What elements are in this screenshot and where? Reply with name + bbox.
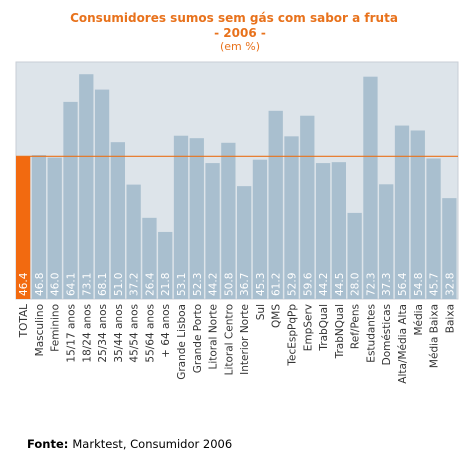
- bar-25: [410, 130, 425, 299]
- bar-22: [363, 76, 378, 300]
- category-label-7: 45/54 anos: [129, 304, 141, 363]
- category-label-14: Interior Norte: [239, 304, 251, 375]
- bar-3: [63, 101, 78, 299]
- bar-17: [284, 136, 299, 299]
- value-label-22: 72.3: [365, 273, 377, 296]
- value-label-27: 32.8: [444, 273, 456, 296]
- category-label-23: Domésticas: [381, 304, 393, 365]
- category-label-18: EmpServ: [302, 304, 314, 351]
- category-label-5: 25/34 anos: [97, 304, 109, 363]
- value-label-18: 59.6: [302, 272, 314, 296]
- bar-16: [268, 110, 283, 299]
- category-label-12: Litoral Norte: [208, 304, 220, 370]
- category-label-6: 35/44 anos: [113, 304, 125, 363]
- bar-20: [331, 162, 346, 299]
- bar-27: [442, 198, 457, 299]
- source-text: Marktest, Consumidor 2006: [72, 437, 232, 451]
- category-label-2: Feminino: [50, 304, 62, 352]
- value-label-0: 46.4: [18, 272, 30, 296]
- bar-9: [158, 231, 173, 299]
- bar-24: [394, 125, 410, 299]
- value-label-16: 61.2: [271, 273, 283, 296]
- bar-0: [16, 156, 31, 299]
- value-label-9: 21.8: [160, 273, 172, 296]
- source-label: Fonte:: [27, 437, 68, 451]
- category-label-15: Sul: [255, 304, 267, 320]
- value-label-20: 44.5: [334, 273, 346, 296]
- chart-unit: (em %): [220, 40, 260, 53]
- bar-14: [237, 186, 252, 299]
- category-label-24: Alta/Média Alta: [397, 304, 409, 384]
- value-label-23: 37.3: [381, 273, 393, 296]
- chart-title: Consumidores sumos sem gás com sabor a f…: [70, 11, 398, 25]
- category-label-1: Masculino: [34, 304, 46, 356]
- value-label-14: 36.7: [239, 273, 251, 296]
- bar-6: [110, 142, 125, 299]
- category-label-26: Média Baixa: [429, 304, 441, 368]
- category-label-16: QMS: [271, 304, 283, 328]
- bar-18: [300, 115, 315, 299]
- value-label-6: 51.0: [113, 273, 125, 296]
- value-label-4: 73.1: [81, 273, 93, 296]
- bar-4: [79, 74, 94, 299]
- category-label-9: + 64 anos: [160, 304, 172, 358]
- value-labels-group: 46.4 46.8 46.0 64.1 73.1 68.1 51.0 37.2 26.4 21.8…: [18, 272, 456, 296]
- value-label-3: 64.1: [66, 273, 78, 296]
- bar-11: [189, 138, 204, 299]
- category-label-11: Grande Porto: [192, 304, 204, 373]
- value-label-7: 37.2: [129, 273, 141, 296]
- source-note: Fonte: Marktest, Consumidor 2006: [27, 437, 232, 451]
- bar-8: [142, 217, 157, 299]
- value-label-24: 56.4: [397, 272, 409, 296]
- category-label-17: TecEspPqPp: [287, 304, 299, 367]
- category-label-3: 15/17 anos: [66, 304, 78, 363]
- category-labels-group: TOTAL Masculino Feminino 15/17 anos 18/24 an…: [18, 304, 456, 384]
- category-label-10: Grande Lisboa: [176, 304, 188, 380]
- category-label-0: TOTAL: [18, 304, 30, 338]
- bars-group: [16, 74, 457, 300]
- value-label-2: 46.0: [50, 273, 62, 296]
- bar-7: [126, 184, 141, 299]
- bar-23: [379, 184, 394, 299]
- bar-1: [31, 155, 47, 299]
- category-label-8: 55/64 anos: [144, 304, 156, 363]
- bar-15: [252, 159, 268, 299]
- bar-21: [347, 212, 362, 299]
- category-label-19: TrabQual: [318, 304, 330, 352]
- value-label-17: 52.9: [287, 273, 299, 296]
- bar-5: [94, 89, 110, 299]
- category-label-20: TrabNQual: [334, 304, 346, 359]
- value-label-13: 50.8: [223, 273, 235, 296]
- category-label-27: Baixa: [444, 304, 456, 333]
- value-label-25: 54.8: [413, 273, 425, 296]
- chart-subtitle: - 2006 -: [214, 26, 266, 40]
- category-label-21: Ref/Pens: [350, 304, 362, 349]
- category-label-25: Média: [413, 304, 425, 336]
- value-label-10: 53.1: [176, 273, 188, 296]
- bar-10: [173, 135, 189, 299]
- value-label-26: 45.7: [429, 273, 441, 296]
- bar-19: [315, 163, 331, 299]
- value-label-11: 52.3: [192, 273, 204, 296]
- bar-12: [205, 163, 220, 299]
- value-label-5: 68.1: [97, 273, 109, 296]
- category-label-22: Estudantes: [365, 304, 377, 363]
- value-label-19: 44.2: [318, 273, 330, 296]
- category-label-13: Litoral Centro: [223, 304, 235, 375]
- value-label-1: 46.8: [34, 273, 46, 296]
- value-label-15: 45.3: [255, 273, 267, 296]
- bar-13: [221, 142, 236, 299]
- bar-2: [47, 157, 62, 299]
- value-label-21: 28.0: [350, 273, 362, 296]
- category-label-4: 18/24 anos: [81, 304, 93, 363]
- value-label-12: 44.2: [208, 273, 220, 296]
- value-label-8: 26.4: [144, 272, 156, 296]
- bar-26: [426, 158, 441, 299]
